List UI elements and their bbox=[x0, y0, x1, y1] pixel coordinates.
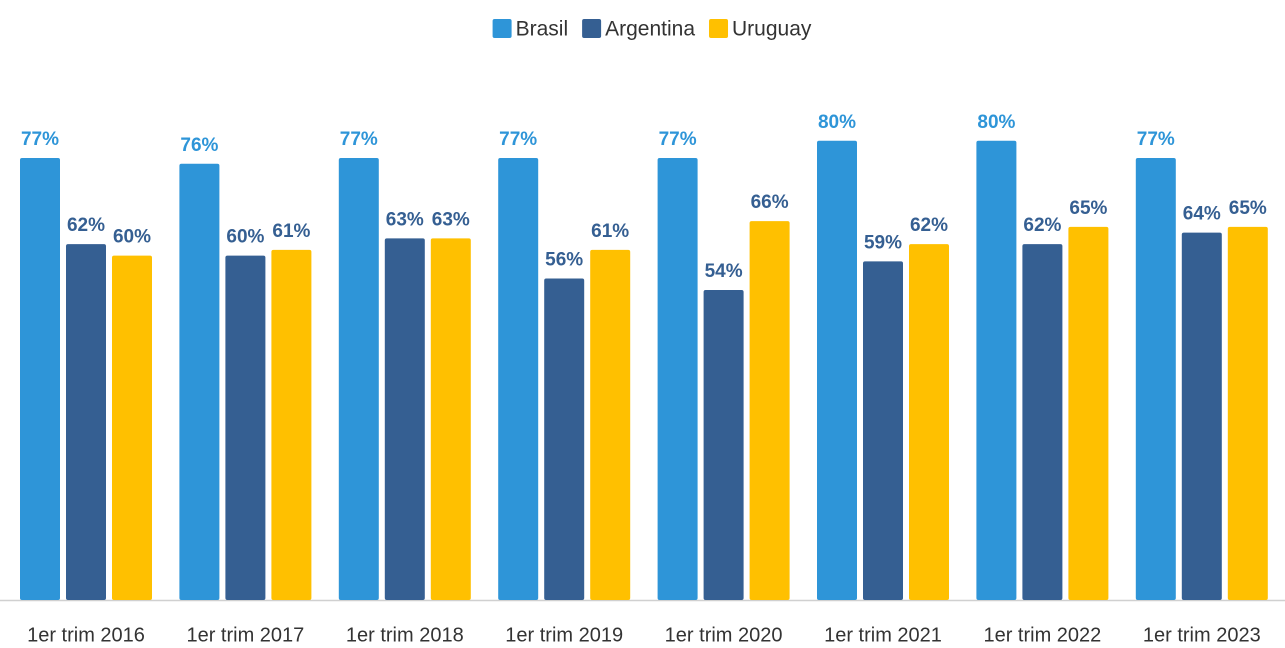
bar bbox=[179, 163, 220, 600]
bar bbox=[1181, 232, 1222, 600]
legend-label: Brasil bbox=[516, 18, 569, 41]
bar bbox=[430, 238, 471, 600]
data-label: 77% bbox=[340, 129, 378, 150]
bar bbox=[863, 261, 903, 600]
legend-swatch bbox=[582, 19, 602, 38]
data-label: 62% bbox=[1023, 215, 1061, 236]
legend-swatch bbox=[492, 19, 512, 38]
legend-label: Argentina bbox=[605, 18, 695, 41]
legend: Brasil Argentina Uruguay bbox=[492, 18, 812, 41]
data-label: 80% bbox=[818, 112, 856, 133]
bar bbox=[657, 158, 698, 600]
x-tick-label: 1er trim 2021 bbox=[824, 624, 942, 646]
data-label: 80% bbox=[977, 112, 1015, 133]
x-tick-label: 1er trim 2017 bbox=[186, 624, 304, 646]
bar bbox=[384, 238, 425, 600]
data-label: 62% bbox=[67, 215, 105, 236]
bar bbox=[66, 244, 106, 600]
data-label: 63% bbox=[386, 209, 424, 230]
bar bbox=[1068, 226, 1109, 600]
data-label: 61% bbox=[591, 221, 629, 242]
bar bbox=[590, 249, 631, 601]
legend-swatch bbox=[709, 19, 729, 38]
bar bbox=[703, 290, 744, 600]
data-label: 60% bbox=[226, 227, 264, 248]
data-label: 65% bbox=[1229, 198, 1267, 219]
data-label: 66% bbox=[751, 192, 789, 213]
data-label: 76% bbox=[180, 135, 218, 156]
data-label: 62% bbox=[910, 215, 948, 236]
data-label: 65% bbox=[1069, 198, 1107, 219]
data-label: 59% bbox=[864, 232, 902, 253]
data-label: 77% bbox=[1137, 129, 1175, 150]
bar bbox=[1022, 244, 1063, 600]
x-tick-label: 1er trim 2018 bbox=[346, 624, 464, 646]
x-tick-label: 1er trim 2016 bbox=[27, 624, 145, 646]
data-label: 77% bbox=[21, 129, 59, 150]
legend-label: Uruguay bbox=[732, 18, 812, 41]
x-tick-label: 1er trim 2023 bbox=[1143, 624, 1261, 646]
data-label: 77% bbox=[659, 129, 697, 150]
data-label: 61% bbox=[272, 221, 310, 242]
x-tick-label: 1er trim 2022 bbox=[983, 624, 1101, 646]
bar bbox=[338, 158, 379, 600]
data-label: 63% bbox=[432, 209, 470, 230]
bar bbox=[1135, 158, 1176, 600]
data-label: 64% bbox=[1183, 204, 1221, 225]
data-label: 77% bbox=[499, 129, 537, 150]
bar bbox=[498, 158, 539, 600]
bar bbox=[976, 140, 1017, 601]
bar bbox=[271, 249, 312, 601]
x-tick-label: 1er trim 2019 bbox=[505, 624, 623, 646]
bar bbox=[817, 140, 857, 601]
bar bbox=[20, 158, 60, 600]
bar bbox=[544, 278, 585, 600]
bar bbox=[1227, 226, 1268, 600]
bar bbox=[225, 255, 266, 600]
data-label: 60% bbox=[113, 227, 151, 248]
data-label: 56% bbox=[545, 250, 583, 271]
data-label: 54% bbox=[705, 261, 743, 282]
bar bbox=[112, 255, 152, 600]
bar bbox=[909, 244, 949, 600]
x-tick-label: 1er trim 2020 bbox=[665, 624, 783, 646]
bar bbox=[749, 221, 790, 600]
